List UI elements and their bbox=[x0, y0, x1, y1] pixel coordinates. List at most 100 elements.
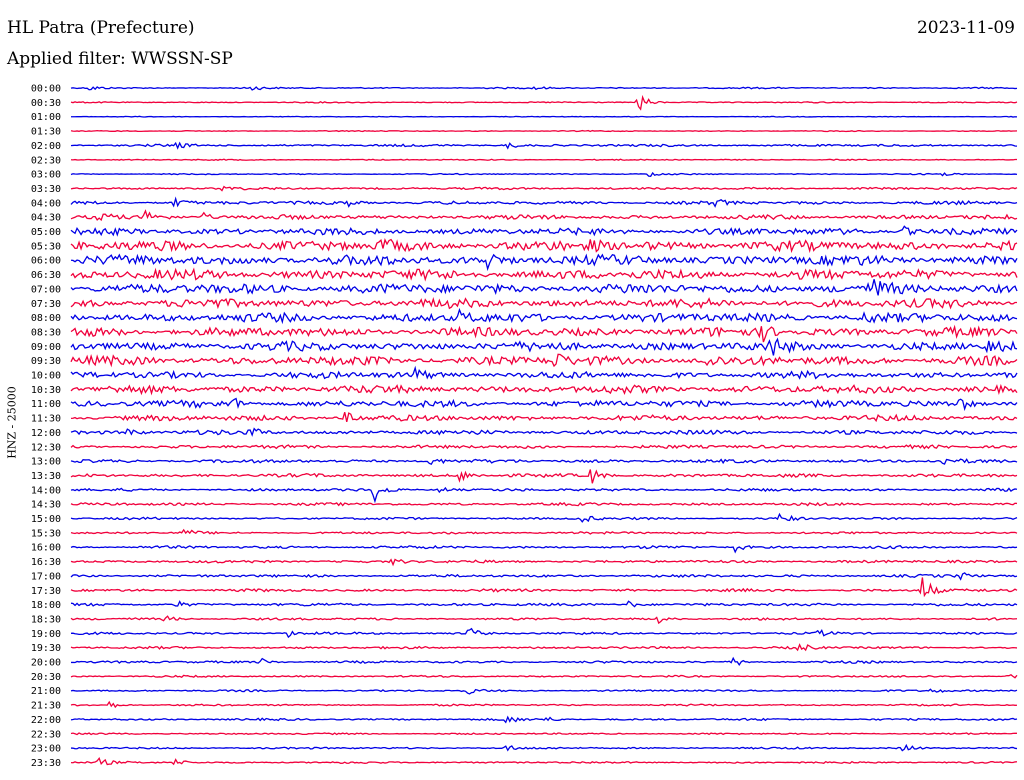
trace-1630 bbox=[70, 558, 1018, 567]
trace-0900 bbox=[70, 337, 1018, 356]
trace-2330 bbox=[70, 756, 1018, 766]
trace-1000 bbox=[70, 365, 1018, 380]
trace-1230 bbox=[70, 443, 1018, 450]
time-label-1130: 11:30 bbox=[31, 414, 61, 425]
time-label-0800: 08:00 bbox=[31, 313, 61, 324]
trace-1830 bbox=[70, 615, 1018, 625]
filter-label: Applied filter: WWSSN-SP bbox=[7, 49, 233, 69]
time-label-0130: 01:30 bbox=[31, 127, 61, 138]
trace-2130 bbox=[70, 700, 1018, 709]
trace-1700 bbox=[70, 572, 1018, 581]
time-label-1300: 13:00 bbox=[31, 457, 61, 468]
time-label-0300: 03:00 bbox=[31, 170, 61, 181]
time-label-2300: 23:00 bbox=[31, 744, 61, 755]
trace-2100 bbox=[70, 688, 1018, 695]
time-label-1530: 15:30 bbox=[31, 528, 61, 539]
trace-0000 bbox=[70, 86, 1018, 91]
trace-2030 bbox=[70, 674, 1018, 679]
time-label-0500: 05:00 bbox=[31, 227, 61, 238]
time-label-1730: 17:30 bbox=[31, 586, 61, 597]
time-label-2130: 21:30 bbox=[31, 701, 61, 712]
trace-1400 bbox=[70, 486, 1018, 504]
trace-0230 bbox=[70, 158, 1018, 162]
time-label-1600: 16:00 bbox=[31, 543, 61, 554]
time-label-0930: 09:30 bbox=[31, 356, 61, 367]
trace-1600 bbox=[70, 545, 1018, 554]
trace-1030 bbox=[70, 383, 1018, 396]
time-label-0830: 08:30 bbox=[31, 327, 61, 338]
time-label-0400: 04:00 bbox=[31, 198, 61, 209]
trace-0300 bbox=[70, 171, 1018, 177]
time-label-2200: 22:00 bbox=[31, 715, 61, 726]
trace-0200 bbox=[70, 141, 1018, 150]
time-label-1100: 11:00 bbox=[31, 399, 61, 410]
station-title: HL Patra (Prefecture) bbox=[7, 18, 195, 38]
time-label-0700: 07:00 bbox=[31, 284, 61, 295]
trace-0330 bbox=[70, 185, 1018, 192]
trace-1330 bbox=[70, 469, 1018, 484]
time-label-1830: 18:30 bbox=[31, 614, 61, 625]
trace-0800 bbox=[70, 307, 1018, 325]
trace-0500 bbox=[70, 225, 1018, 237]
time-label-0630: 06:30 bbox=[31, 270, 61, 281]
time-label-0530: 05:30 bbox=[31, 241, 61, 252]
trace-0030 bbox=[70, 94, 1018, 111]
trace-1500 bbox=[70, 512, 1018, 523]
time-label-2230: 22:30 bbox=[31, 729, 61, 740]
trace-1430 bbox=[70, 501, 1018, 507]
time-label-0030: 00:30 bbox=[31, 98, 61, 109]
trace-0630 bbox=[70, 267, 1018, 282]
trace-0530 bbox=[70, 237, 1018, 254]
time-label-2030: 20:30 bbox=[31, 672, 61, 683]
time-label-0330: 03:30 bbox=[31, 184, 61, 195]
trace-2300 bbox=[70, 743, 1018, 752]
time-label-0900: 09:00 bbox=[31, 342, 61, 353]
time-label-1900: 19:00 bbox=[31, 629, 61, 640]
trace-1900 bbox=[70, 627, 1018, 639]
time-label-0230: 02:30 bbox=[31, 155, 61, 166]
time-label-0100: 01:00 bbox=[31, 112, 61, 123]
trace-0100 bbox=[70, 115, 1018, 118]
time-label-1430: 14:30 bbox=[31, 500, 61, 511]
time-label-1500: 15:00 bbox=[31, 514, 61, 525]
trace-2230 bbox=[70, 732, 1018, 736]
time-label-0430: 04:30 bbox=[31, 213, 61, 224]
time-label-2000: 20:00 bbox=[31, 658, 61, 669]
trace-0430 bbox=[70, 209, 1018, 222]
trace-2200 bbox=[70, 715, 1018, 724]
time-label-1230: 12:30 bbox=[31, 442, 61, 453]
trace-1730 bbox=[70, 577, 1018, 598]
time-label-1700: 17:00 bbox=[31, 571, 61, 582]
time-label-1400: 14:00 bbox=[31, 485, 61, 496]
trace-0130 bbox=[70, 129, 1018, 133]
trace-0830 bbox=[70, 324, 1018, 343]
time-label-1330: 13:30 bbox=[31, 471, 61, 482]
trace-1930 bbox=[70, 643, 1018, 652]
trace-2000 bbox=[70, 656, 1018, 667]
time-label-1200: 12:00 bbox=[31, 428, 61, 439]
date-label: 2023-11-09 bbox=[916, 18, 1015, 38]
trace-0400 bbox=[70, 196, 1018, 208]
time-label-2330: 23:30 bbox=[31, 758, 61, 769]
time-label-0000: 00:00 bbox=[31, 84, 61, 95]
time-label-0730: 07:30 bbox=[31, 299, 61, 310]
trace-1130 bbox=[70, 412, 1018, 423]
time-label-0600: 06:00 bbox=[31, 256, 61, 267]
trace-1530 bbox=[70, 528, 1018, 535]
trace-0930 bbox=[70, 353, 1018, 368]
trace-1800 bbox=[70, 600, 1018, 608]
time-label-1930: 19:30 bbox=[31, 643, 61, 654]
time-label-1000: 10:00 bbox=[31, 371, 61, 382]
trace-0700 bbox=[70, 279, 1018, 296]
time-label-1630: 16:30 bbox=[31, 557, 61, 568]
trace-1100 bbox=[70, 397, 1018, 412]
trace-0730 bbox=[70, 297, 1018, 310]
trace-1300 bbox=[70, 458, 1018, 465]
time-label-1800: 18:00 bbox=[31, 600, 61, 611]
time-label-0200: 02:00 bbox=[31, 141, 61, 152]
trace-1200 bbox=[70, 427, 1018, 437]
time-label-2100: 21:00 bbox=[31, 686, 61, 697]
trace-0600 bbox=[70, 253, 1018, 272]
time-label-1030: 10:30 bbox=[31, 385, 61, 396]
